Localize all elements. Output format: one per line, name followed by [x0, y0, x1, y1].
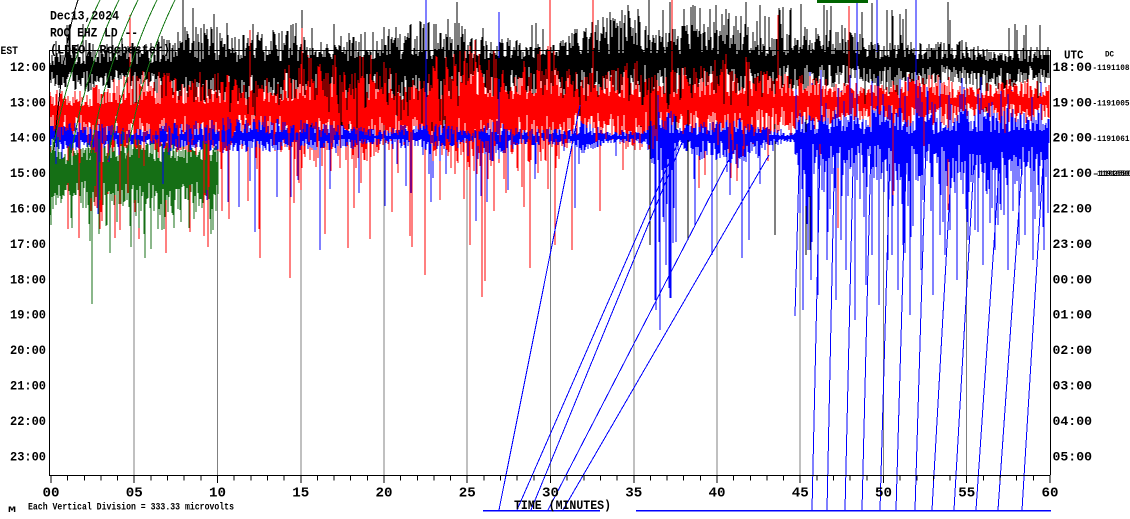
svg-text:00: 00	[43, 486, 60, 502]
svg-text:15: 15	[292, 486, 309, 502]
svg-text:05:00: 05:00	[1053, 449, 1093, 464]
svg-text:55: 55	[958, 486, 975, 502]
svg-text:20: 20	[376, 486, 393, 502]
svg-text:13:00: 13:00	[10, 95, 46, 110]
svg-text:00:00: 00:00	[1053, 272, 1093, 287]
svg-text:35: 35	[625, 486, 642, 502]
svg-text:45: 45	[792, 486, 809, 502]
svg-text:M: M	[8, 506, 16, 515]
svg-text:ROC EHZ LD --: ROC EHZ LD --	[50, 26, 138, 41]
svg-text:UTC: UTC	[1064, 50, 1084, 63]
svg-text:-1191061: -1191061	[1093, 135, 1130, 144]
svg-text:40: 40	[709, 486, 726, 502]
svg-text:50: 50	[875, 486, 892, 502]
svg-text:19:00: 19:00	[10, 308, 46, 323]
svg-text:23:00: 23:00	[10, 449, 46, 464]
svg-text:16:00: 16:00	[10, 202, 46, 217]
svg-text:DC: DC	[1105, 51, 1114, 60]
svg-text:23:00: 23:00	[1053, 237, 1093, 252]
svg-text:04:00: 04:00	[1053, 414, 1093, 429]
svg-text:17:00: 17:00	[10, 237, 46, 252]
svg-text:18:00: 18:00	[10, 272, 46, 287]
svg-text:20:00: 20:00	[10, 343, 46, 358]
svg-text:22:00: 22:00	[10, 414, 46, 429]
svg-text:-1191108: -1191108	[1093, 64, 1130, 73]
svg-text:15:00: 15:00	[10, 166, 46, 181]
svg-text:02:00: 02:00	[1053, 343, 1093, 358]
svg-text:-1102580: -1102580	[1095, 170, 1130, 179]
svg-text:(LDEO, Rochester): (LDEO, Rochester)	[50, 43, 170, 58]
svg-text:01:00: 01:00	[1053, 308, 1093, 323]
svg-text:Dec13,2024: Dec13,2024	[50, 9, 119, 24]
svg-text:EST: EST	[1, 46, 19, 58]
svg-text:30: 30	[542, 486, 559, 502]
svg-text:TIME (MINUTES): TIME (MINUTES)	[514, 498, 611, 513]
svg-text:14:00: 14:00	[10, 131, 46, 146]
svg-text:Each Vertical Division = 333.: Each Vertical Division = 333.33 microvol…	[28, 502, 234, 514]
svg-text:20:00: 20:00	[1053, 131, 1093, 146]
svg-text:12:00: 12:00	[10, 60, 46, 75]
svg-text:-1191005: -1191005	[1093, 99, 1130, 108]
svg-text:25: 25	[459, 486, 476, 502]
svg-text:22:00: 22:00	[1053, 202, 1093, 217]
svg-text:21:00: 21:00	[1053, 166, 1093, 181]
svg-text:21:00: 21:00	[10, 379, 46, 394]
svg-text:60: 60	[1042, 486, 1059, 502]
svg-text:05: 05	[126, 486, 143, 502]
svg-text:18:00: 18:00	[1053, 60, 1093, 75]
svg-text:19:00: 19:00	[1053, 95, 1093, 110]
svg-text:-1191650: -1191650	[1093, 170, 1130, 179]
svg-text:10: 10	[209, 486, 226, 502]
svg-text:03:00: 03:00	[1053, 379, 1093, 394]
